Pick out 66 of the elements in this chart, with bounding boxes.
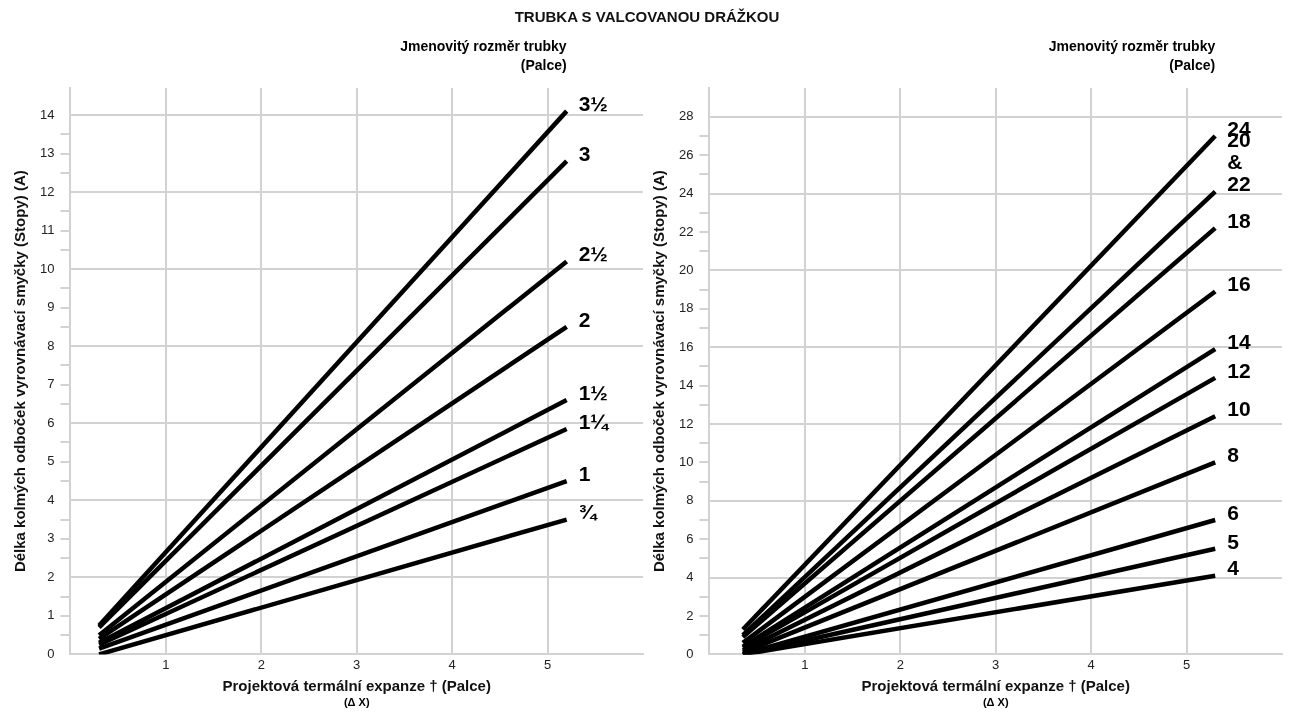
- y-tick-label: 4: [47, 491, 55, 507]
- y-tick-label: 9: [47, 299, 55, 315]
- y-tick-label: 0: [47, 645, 55, 661]
- series-label: 10: [1227, 397, 1251, 421]
- series-label: 14: [1227, 329, 1251, 353]
- y-tick-label: 11: [40, 222, 55, 238]
- series-label: 1½: [578, 380, 608, 404]
- series-label: 2½: [578, 242, 608, 266]
- y-tick-label: 4: [686, 569, 694, 585]
- y-tick-label: 14: [39, 106, 55, 122]
- y-tick-label: 28: [678, 108, 694, 124]
- y-tick-label: 20: [678, 261, 694, 277]
- x-tick-label: 3: [353, 656, 361, 672]
- x-tick-label: 5: [1182, 656, 1191, 672]
- y-tick-label: 8: [686, 492, 694, 508]
- y-tick-label: 8: [47, 337, 55, 353]
- series-label: 6: [1227, 500, 1239, 524]
- x-tick-label: 1: [162, 656, 170, 672]
- y-tick-label: 16: [678, 338, 694, 354]
- y-tick-label: 6: [47, 414, 55, 430]
- legend-title: Jmenovitý rozměr trubky (Palce): [1048, 37, 1216, 73]
- series-label: 3½: [578, 91, 608, 115]
- x-tick-label: 2: [257, 656, 265, 672]
- x-tick-label: 1: [801, 656, 809, 672]
- y-axis-title: Délka kolmých odboček vyrovnávací smyčky (Stopy) (A): [650, 170, 668, 573]
- y-axis-title: Délka kolmých odboček vyrovnávací smyčky (Stopy) (A): [11, 170, 29, 573]
- y-tick-label: 3: [47, 530, 55, 546]
- x-tick-label: 4: [1087, 656, 1095, 672]
- x-axis-title: Projektová termální expanze † (Palce): [222, 677, 491, 695]
- y-tick-label: 10: [39, 260, 55, 276]
- x-tick-label: 3: [992, 656, 1000, 672]
- series-label: 5: [1227, 529, 1240, 553]
- y-tick-label: 22: [678, 223, 694, 239]
- series-label: 3: [578, 142, 591, 166]
- x-axis-title: Projektová termální expanze † (Palce): [861, 677, 1130, 695]
- y-tick-label: 13: [39, 145, 55, 161]
- y-tick-label: 14: [678, 377, 694, 393]
- series-label: 16: [1227, 272, 1251, 296]
- y-tick-label: 26: [678, 146, 694, 162]
- x-tick-label: 4: [448, 656, 456, 672]
- series-label: 12: [1227, 358, 1251, 382]
- chart-title: TRUBKA S VALCOVANOU DRÁŽKOU: [513, 8, 781, 26]
- text: (Δ X): [343, 695, 370, 708]
- y-tick-label: 0: [686, 645, 694, 661]
- x-tick-label: 5: [543, 656, 552, 672]
- y-tick-label: 24: [678, 185, 694, 201]
- y-tick-label: 10: [678, 453, 694, 469]
- text: (Δ X): [982, 695, 1009, 708]
- y-tick-label: 18: [678, 300, 694, 316]
- series-label: 1¼: [578, 409, 610, 433]
- series-label: 4: [1227, 556, 1240, 580]
- series-label: 18: [1227, 208, 1251, 232]
- series-label: 1: [578, 461, 591, 485]
- y-tick-label: 2: [686, 607, 694, 623]
- series-label: 8: [1227, 443, 1240, 467]
- y-tick-label: 12: [39, 183, 55, 199]
- series-label: ¾: [578, 500, 598, 524]
- y-tick-label: 7: [47, 376, 55, 392]
- x-tick-label: 2: [896, 656, 904, 672]
- y-tick-label: 6: [686, 530, 694, 546]
- y-tick-label: 2: [47, 568, 55, 584]
- y-tick-label: 5: [47, 453, 55, 469]
- y-tick-label: 12: [678, 415, 694, 431]
- legend-title: Jmenovitý rozměr trubky (Palce): [400, 37, 567, 73]
- series-label: 2: [578, 307, 591, 331]
- y-tick-label: 1: [47, 607, 55, 623]
